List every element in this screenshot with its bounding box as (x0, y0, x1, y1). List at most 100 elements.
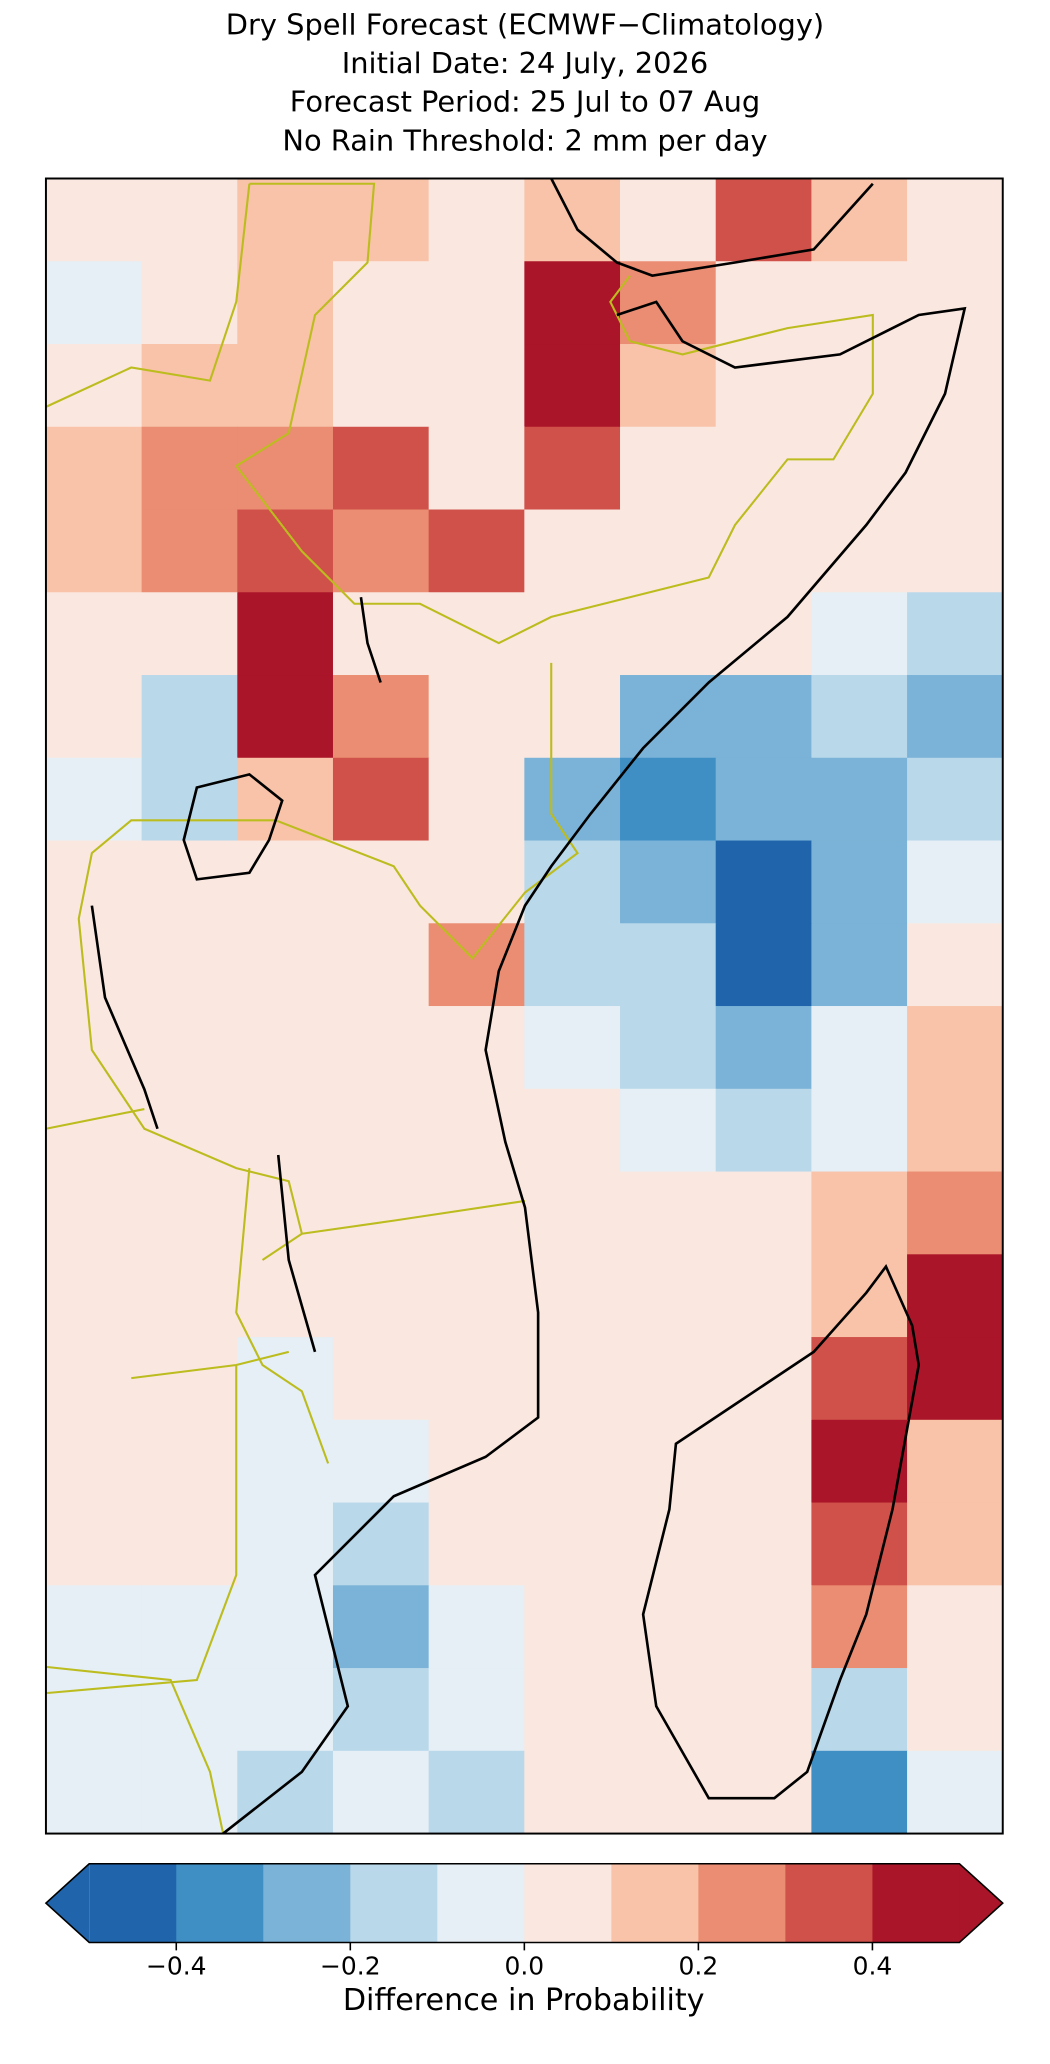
grid-cell (428, 675, 525, 759)
grid-cell (715, 1502, 813, 1586)
grid-cell (45, 1419, 143, 1504)
grid-cell (620, 344, 717, 428)
grid-cell (237, 1585, 334, 1669)
grid-cell (428, 1337, 525, 1421)
grid-cell (715, 1750, 813, 1835)
grid-cell (524, 1750, 621, 1835)
grid-cell (428, 261, 525, 345)
grid-cell (907, 509, 1004, 593)
colorbar-tick-label: −0.4 (146, 1951, 207, 1980)
grid-cell (237, 1254, 334, 1338)
grid-cell (907, 344, 1004, 428)
grid-cell (237, 1668, 334, 1752)
grid-cell (620, 675, 717, 759)
grid-cell (811, 675, 908, 759)
grid-cell (45, 1502, 143, 1586)
grid-cell (811, 509, 908, 593)
grid-cell (237, 757, 334, 842)
grid-cell (45, 178, 143, 262)
grid-cell (45, 923, 143, 1007)
grid-cell (237, 840, 334, 924)
grid-cell (332, 1668, 430, 1752)
grid-cell (332, 840, 430, 924)
grid-cell (620, 1419, 717, 1504)
colorbar-segment (263, 1863, 351, 1943)
grid-cell (907, 178, 1004, 262)
title-line: Initial Date: 24 July, 2026 (342, 46, 708, 80)
grid-cell (524, 592, 621, 676)
grid-cell (907, 1502, 1004, 1586)
grid-cell (332, 1419, 430, 1504)
grid-cell (524, 1419, 621, 1504)
grid-cell (237, 1337, 334, 1421)
grid-cell (524, 1337, 621, 1421)
grid-cell (332, 1171, 430, 1255)
grid-cell (811, 426, 908, 511)
grid-cell (237, 1419, 334, 1504)
colorbar-segment (89, 1863, 177, 1943)
grid-cell (907, 675, 1004, 759)
grid-cell (428, 840, 525, 924)
grid-cell (907, 1668, 1004, 1752)
grid-cell (620, 178, 717, 262)
grid-cell (715, 344, 813, 428)
grid-cell (332, 1337, 430, 1421)
grid-cell (45, 1171, 143, 1255)
grid-cell (141, 923, 238, 1007)
grid-cell (715, 1088, 813, 1173)
grid-cell (524, 757, 621, 842)
grid-cell (620, 509, 717, 593)
grid-cell (428, 1750, 525, 1835)
grid-cell (715, 178, 813, 262)
colorbar-tick-label: 0.0 (505, 1951, 545, 1980)
field (45, 178, 1004, 1835)
grid-cell (428, 1502, 525, 1586)
grid-cell (141, 1337, 238, 1421)
grid-cell (141, 840, 238, 924)
grid-cell (811, 344, 908, 428)
grid-cell (141, 344, 238, 428)
colorbar-tick-label: 0.2 (679, 1951, 719, 1980)
grid-cell (811, 1254, 908, 1338)
grid-cell (620, 1668, 717, 1752)
grid-cell (811, 1585, 908, 1669)
grid-cell (141, 1088, 238, 1173)
grid-cell (141, 1750, 238, 1835)
grid-cell (141, 1006, 238, 1090)
grid-cell (332, 178, 430, 262)
grid-cell (524, 426, 621, 511)
colorbar-segment (785, 1863, 873, 1943)
grid-cell (907, 1337, 1004, 1421)
grid-cell (811, 757, 908, 842)
grid-cell (237, 426, 334, 511)
grid-cell (237, 923, 334, 1007)
grid-cell (237, 1750, 334, 1835)
grid-cell (620, 840, 717, 924)
grid-cell (620, 1171, 717, 1255)
grid-cell (237, 344, 334, 428)
colorbar-segment (524, 1863, 612, 1943)
grid-cell (620, 1585, 717, 1669)
grid-cell (237, 1088, 334, 1173)
grid-cell (332, 426, 430, 511)
grid-cell (620, 261, 717, 345)
grid-cell (237, 1171, 334, 1255)
grid-cell (907, 261, 1004, 345)
grid-cell (907, 1171, 1004, 1255)
grid-cell (45, 1088, 143, 1173)
grid-cell (45, 840, 143, 924)
grid-cell (811, 923, 908, 1007)
colorbar-label: Difference in Probability (343, 1983, 705, 2018)
grid-cell (237, 592, 334, 676)
title-line: Dry Spell Forecast (ECMWF−Climatology) (226, 7, 824, 41)
grid-cell (715, 1668, 813, 1752)
grid-cell (45, 1668, 143, 1752)
grid-cell (332, 1585, 430, 1669)
grid-cell (907, 923, 1004, 1007)
grid-cell (332, 1088, 430, 1173)
grid-cell (45, 1254, 143, 1338)
grid-cell (907, 426, 1004, 511)
colorbar-segment (437, 1863, 525, 1943)
grid-cell (524, 675, 621, 759)
